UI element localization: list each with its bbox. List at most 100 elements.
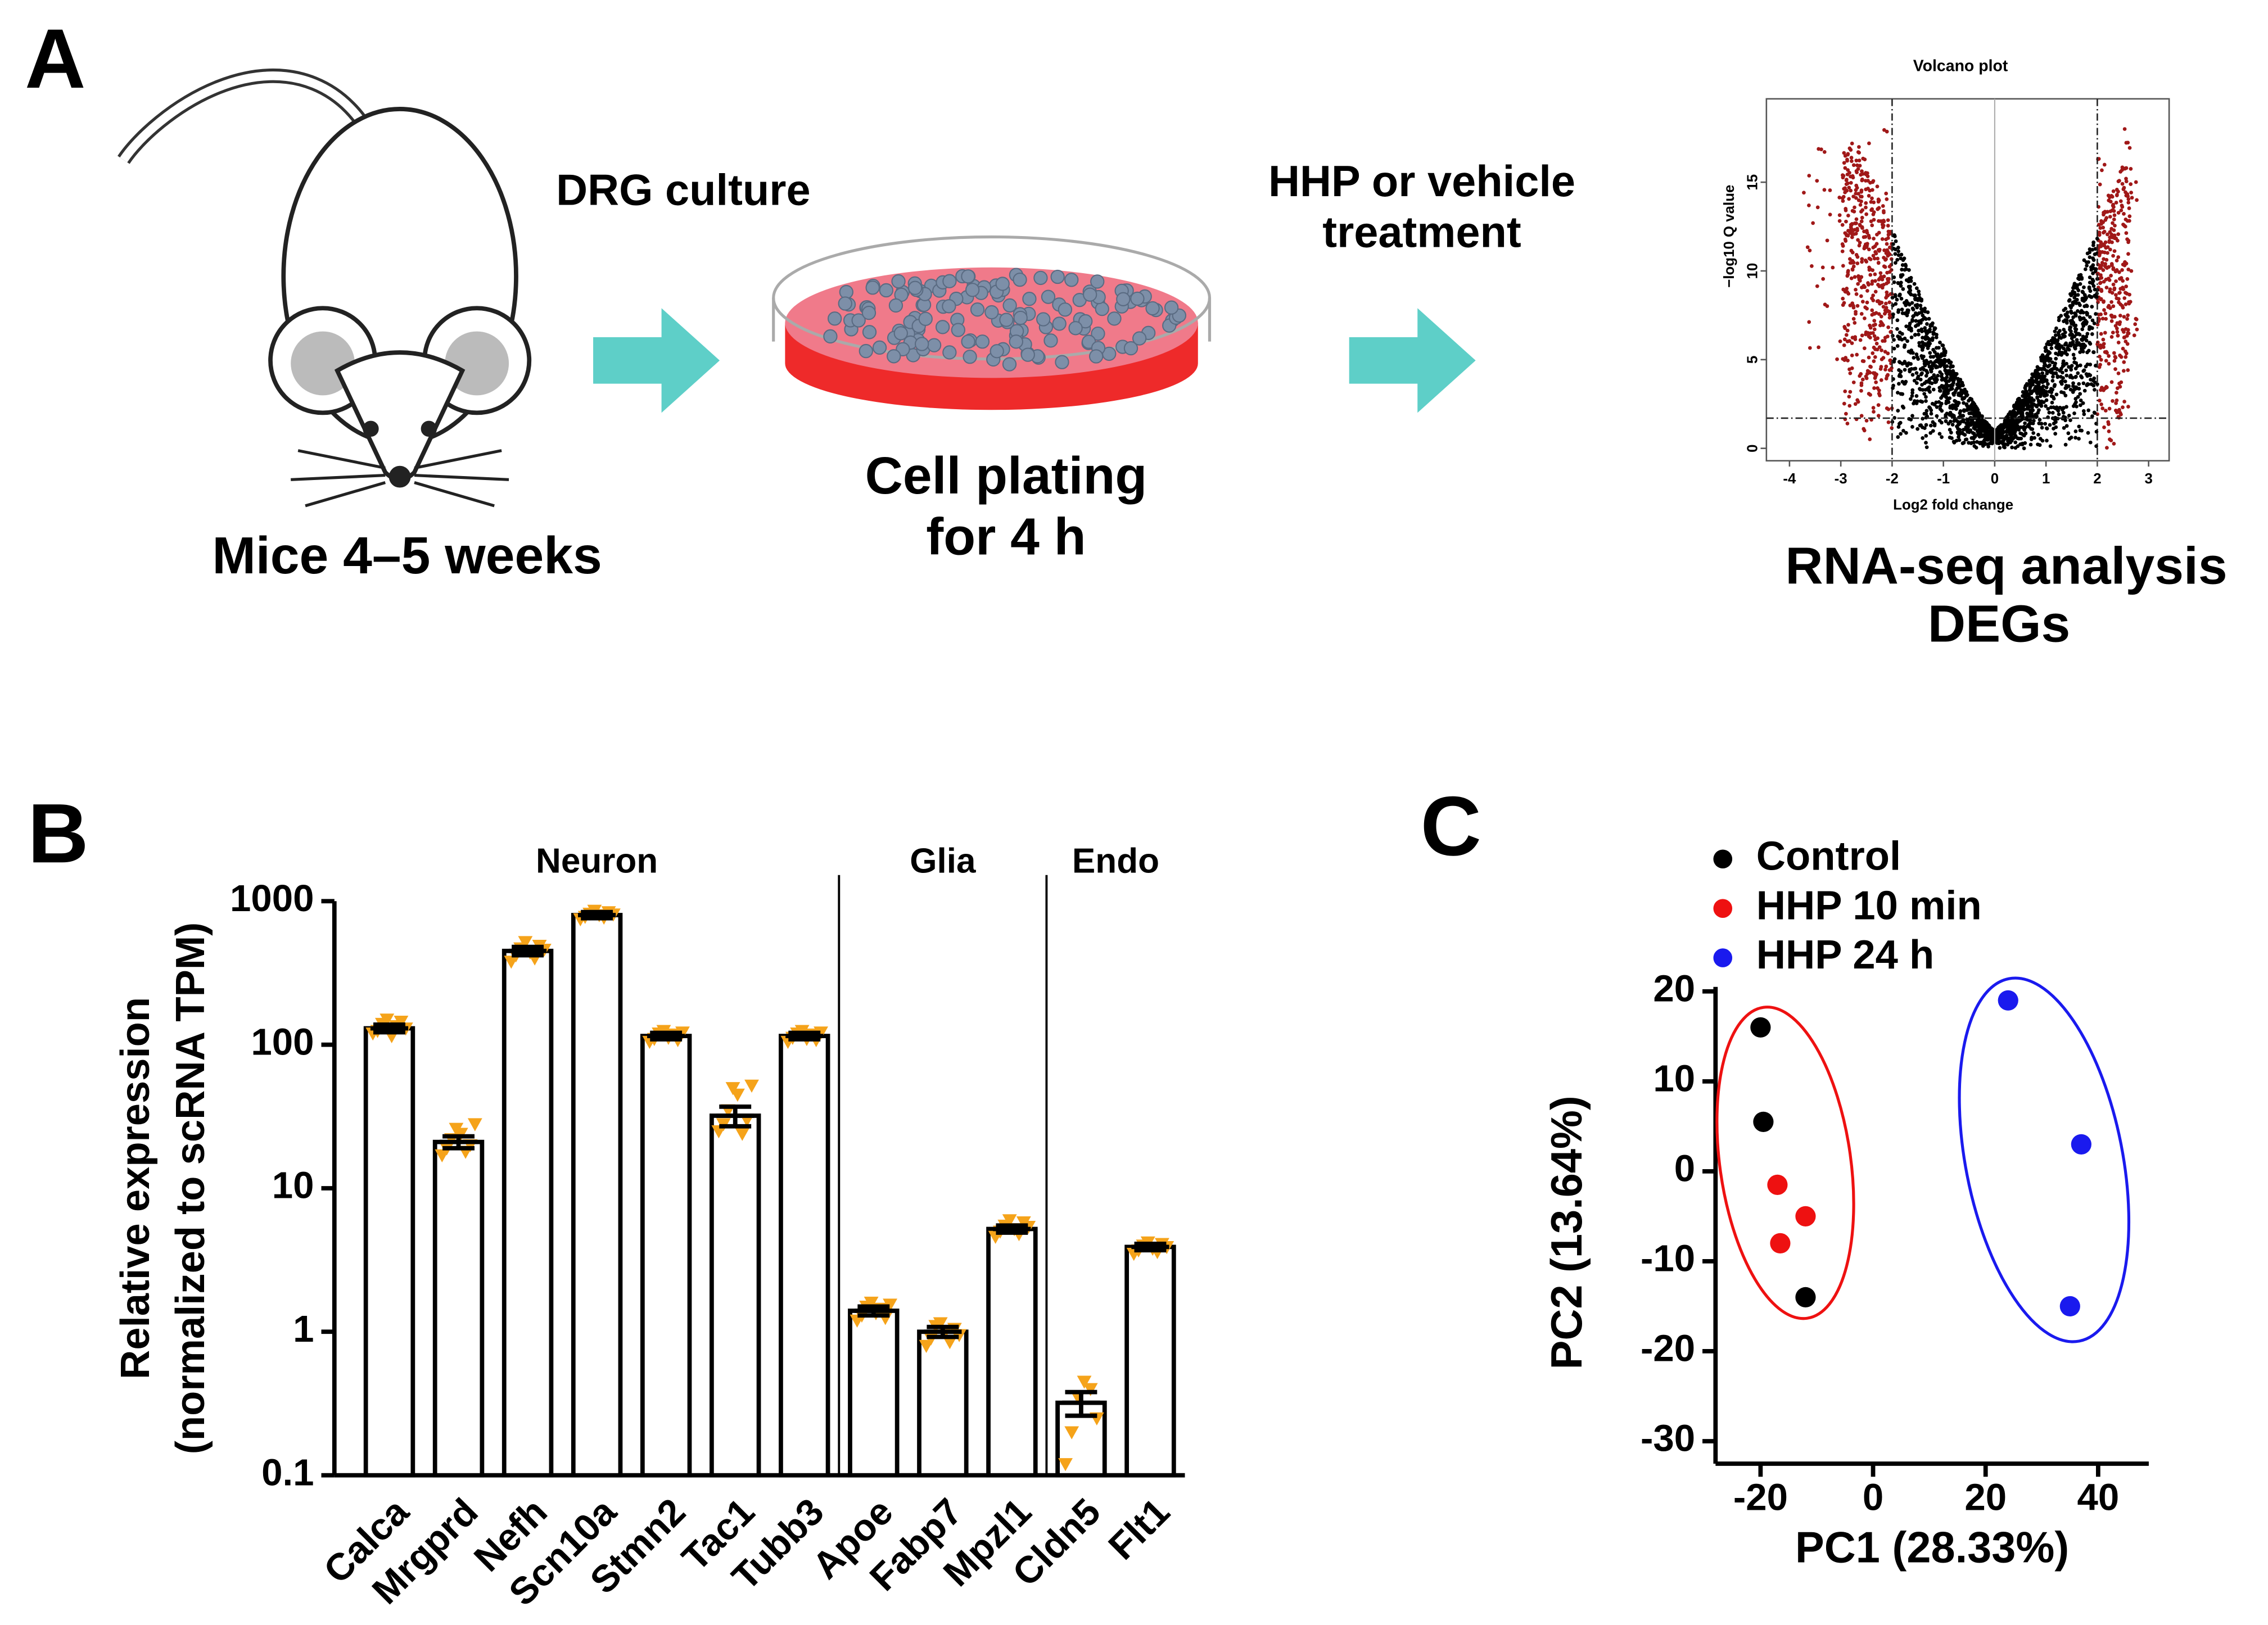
cell-illustration — [1022, 292, 1037, 306]
volcano-point-illustration — [2118, 287, 2123, 291]
volcano-point-illustration — [2077, 387, 2081, 391]
volcano-point-illustration — [1870, 196, 1874, 201]
volcano-point-illustration — [1927, 329, 1932, 334]
volcano-point-illustration — [2127, 301, 2131, 306]
volcano-point-illustration — [2107, 429, 2111, 433]
volcano-point-illustration — [1845, 286, 1849, 291]
error-bar — [716, 1104, 755, 1129]
volcano-point-illustration — [2100, 406, 2105, 410]
volcano-point-illustration — [2049, 346, 2054, 350]
y-tick-label: 15 — [1745, 174, 1760, 191]
volcano-point-illustration — [1854, 191, 1858, 196]
cell-illustration — [984, 305, 999, 320]
volcano-point-illustration — [1847, 185, 1851, 190]
volcano-point-illustration — [1928, 360, 1933, 364]
volcano-point-illustration — [2108, 230, 2112, 234]
volcano-point-illustration — [2076, 288, 2081, 293]
volcano-point-illustration — [2104, 216, 2109, 220]
volcano-point-illustration — [1940, 420, 1944, 425]
volcano-point-illustration — [1862, 346, 1867, 350]
volcano-point-illustration — [2048, 444, 2053, 449]
volcano-point-illustration — [1972, 444, 1977, 448]
volcano-point-illustration — [2109, 262, 2114, 266]
volcano-point-illustration — [1854, 310, 1858, 314]
volcano-point-illustration — [2088, 275, 2092, 279]
volcano-point-illustration — [2050, 360, 2054, 364]
volcano-point-illustration — [1959, 393, 1963, 398]
volcano-point-illustration — [1860, 333, 1864, 338]
volcano-point-illustration — [2111, 282, 2116, 287]
volcano-point-illustration — [1871, 406, 1876, 410]
volcano-point-illustration — [1913, 399, 1917, 403]
volcano-point-illustration — [2051, 336, 2055, 340]
volcano-point-illustration — [2070, 319, 2074, 323]
volcano-point-illustration — [1915, 355, 1919, 359]
volcano-point-illustration — [1871, 246, 1876, 250]
data-point — [864, 1296, 879, 1310]
volcano-point-illustration — [1899, 392, 1903, 396]
volcano-point-illustration — [1874, 251, 1878, 256]
volcano-point-illustration — [1876, 256, 1880, 261]
volcano-point-illustration — [2122, 400, 2126, 404]
volcano-point-illustration — [2113, 269, 2118, 274]
volcano-point-illustration — [2098, 354, 2102, 359]
volcano-point-illustration — [2109, 193, 2113, 198]
volcano-point-illustration — [2077, 382, 2081, 386]
cell-illustration — [1002, 298, 1017, 313]
volcano-point-illustration — [2027, 388, 2032, 392]
volcano-point-illustration — [1981, 427, 1986, 432]
volcano-point-illustration — [1842, 151, 1846, 155]
volcano-point-illustration — [2061, 406, 2065, 410]
volcano-point-illustration — [1900, 263, 1905, 267]
volcano-point-illustration — [1846, 323, 1850, 327]
volcano-point-illustration — [1863, 258, 1868, 262]
volcano-point-illustration — [1899, 297, 1904, 301]
volcano-point-illustration — [1877, 345, 1882, 349]
volcano-point-illustration — [2080, 298, 2085, 302]
volcano-point-illustration — [1808, 346, 1812, 350]
cell-illustration — [823, 329, 838, 344]
bar — [571, 913, 623, 1478]
volcano-point-illustration — [1989, 426, 1994, 431]
volcano-point-illustration — [1955, 382, 1959, 387]
group-label: Neuron — [536, 841, 658, 880]
volcano-point-illustration — [1944, 382, 1949, 387]
volcano-point-illustration — [2059, 374, 2063, 379]
volcano-point-illustration — [1873, 376, 1877, 381]
data-point — [379, 1013, 395, 1027]
legend-label: HHP 24 h — [1756, 932, 1935, 977]
volcano-point-illustration — [1872, 319, 1877, 323]
volcano-point-illustration — [1962, 409, 1966, 413]
y-axis-label: PC2 (13.64%) — [1543, 1096, 1591, 1369]
volcano-point-illustration — [2019, 414, 2023, 418]
data-point — [1058, 1458, 1073, 1472]
volcano-point-illustration — [2046, 364, 2050, 369]
volcano-point-illustration — [2088, 255, 2092, 260]
volcano-point-illustration — [1915, 427, 1920, 431]
volcano-point-illustration — [2093, 252, 2097, 256]
data-point — [933, 1317, 948, 1330]
volcano-point-illustration — [2100, 316, 2105, 321]
volcano-point-illustration — [1855, 352, 1859, 357]
volcano-point-illustration — [1828, 188, 1832, 192]
volcano-point-illustration — [2116, 371, 2121, 375]
x-tick-label: Flt1 — [1100, 1491, 1178, 1568]
volcano-point-illustration — [1909, 292, 1913, 297]
volcano-point-illustration — [2114, 279, 2118, 283]
volcano-point-illustration — [2118, 314, 2122, 318]
volcano-point-illustration — [2099, 357, 2103, 362]
volcano-point-illustration — [2030, 411, 2034, 416]
volcano-point-illustration — [2063, 418, 2067, 423]
volcano-point-illustration — [1944, 419, 1948, 423]
volcano-point-illustration — [1960, 381, 1964, 385]
volcano-point-illustration — [1810, 264, 1814, 268]
volcano-point-illustration — [1906, 310, 1910, 315]
volcano-point-illustration — [1856, 198, 1861, 202]
volcano-point-illustration — [1917, 328, 1921, 333]
volcano-point-illustration — [1959, 420, 1963, 424]
volcano-point-illustration — [2084, 310, 2089, 315]
cell-illustration — [1013, 272, 1027, 287]
volcano-point-illustration — [1897, 382, 1901, 386]
volcano-point-illustration — [2073, 314, 2078, 318]
volcano-point-illustration — [2050, 378, 2055, 383]
